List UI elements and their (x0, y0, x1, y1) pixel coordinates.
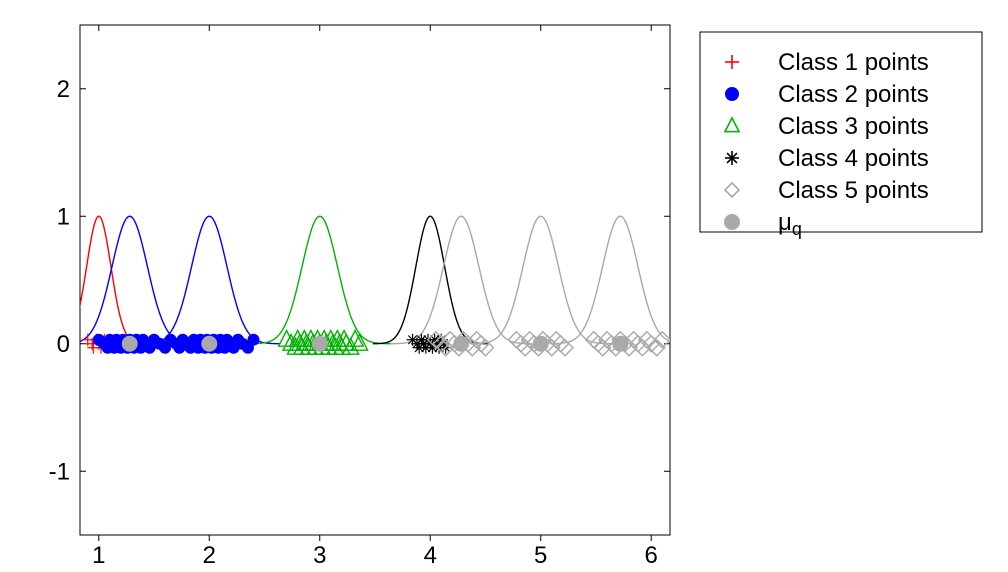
axes-box (80, 25, 670, 535)
ytick-label: 2 (57, 76, 70, 103)
xtick-label: 5 (534, 542, 547, 569)
ytick-label: 0 (57, 331, 70, 358)
xtick-label: 1 (92, 542, 105, 569)
legend-label: Class 1 points (778, 49, 929, 76)
legend-symbol (725, 87, 739, 101)
legend-symbol (724, 214, 740, 230)
legend: Class 1 points Class 2 points Class 3 poin… (700, 32, 982, 239)
xtick-label: 2 (203, 542, 216, 569)
legend-label: Class 3 points (778, 113, 929, 140)
legend-label: Class 4 points (778, 145, 929, 172)
ytick-label: 1 (57, 203, 70, 230)
legend-symbol (725, 151, 739, 165)
xtick-label: 6 (645, 542, 658, 569)
legend-label: Class 2 points (778, 81, 929, 108)
legend-label: Class 5 points (778, 177, 929, 204)
ytick-label: -1 (49, 458, 70, 485)
xtick-label: 4 (424, 542, 437, 569)
xtick-label: 3 (313, 542, 326, 569)
